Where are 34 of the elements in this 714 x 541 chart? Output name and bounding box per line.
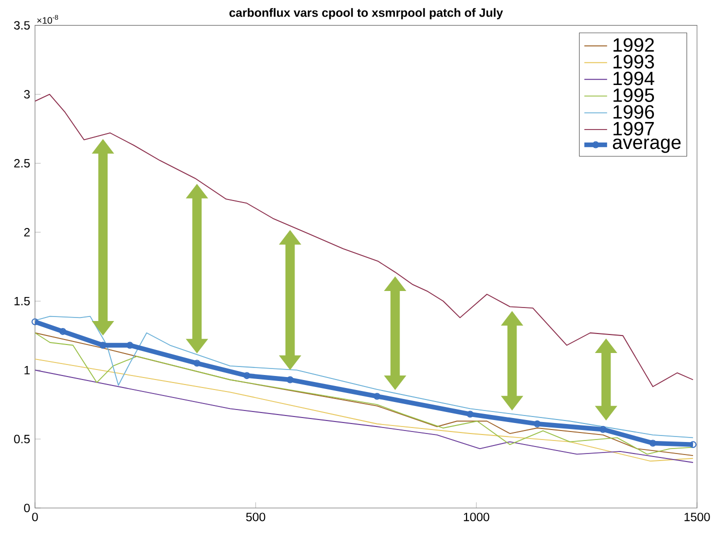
legend-label: 1995	[614, 88, 654, 102]
text: ×10$^{-8}$	[37, 14, 58, 24]
point	[690, 440, 697, 448]
legend-label: 1994	[614, 71, 654, 86]
x-tick-label: 1500	[684, 512, 710, 522]
point	[59, 328, 66, 335]
y-tick-label: 3.5	[14, 20, 30, 30]
legend-label: 1997	[614, 122, 654, 136]
point	[374, 392, 381, 400]
y-tick-label: 1.5	[14, 296, 30, 306]
y-tick-label: 2.5	[14, 158, 30, 168]
legend-label: 1992	[614, 38, 654, 52]
point	[126, 342, 134, 349]
y-tick-label: 2	[24, 228, 30, 236]
x-tick-label: 0	[32, 512, 38, 522]
y-tick-label: 0	[24, 504, 30, 512]
point	[600, 426, 606, 433]
y-tick-label: 0.5	[14, 434, 30, 444]
y-tick-label: 3	[24, 90, 30, 98]
legend-label: 1993	[614, 54, 654, 68]
y-tick-label: 1	[24, 366, 30, 374]
legend-label: average	[612, 138, 681, 153]
point	[466, 410, 474, 418]
legend-label: 1996	[614, 104, 654, 119]
point	[286, 376, 294, 384]
point	[243, 372, 250, 379]
point	[194, 360, 200, 367]
point	[649, 440, 656, 446]
point	[32, 318, 38, 326]
chart-title: carbonflux vars cpool to xsmrpool patch of July	[229, 8, 503, 20]
point	[534, 420, 541, 428]
point	[100, 342, 106, 349]
x-tick-label: 1000	[464, 512, 490, 522]
x-tick-label: 500	[246, 512, 266, 522]
